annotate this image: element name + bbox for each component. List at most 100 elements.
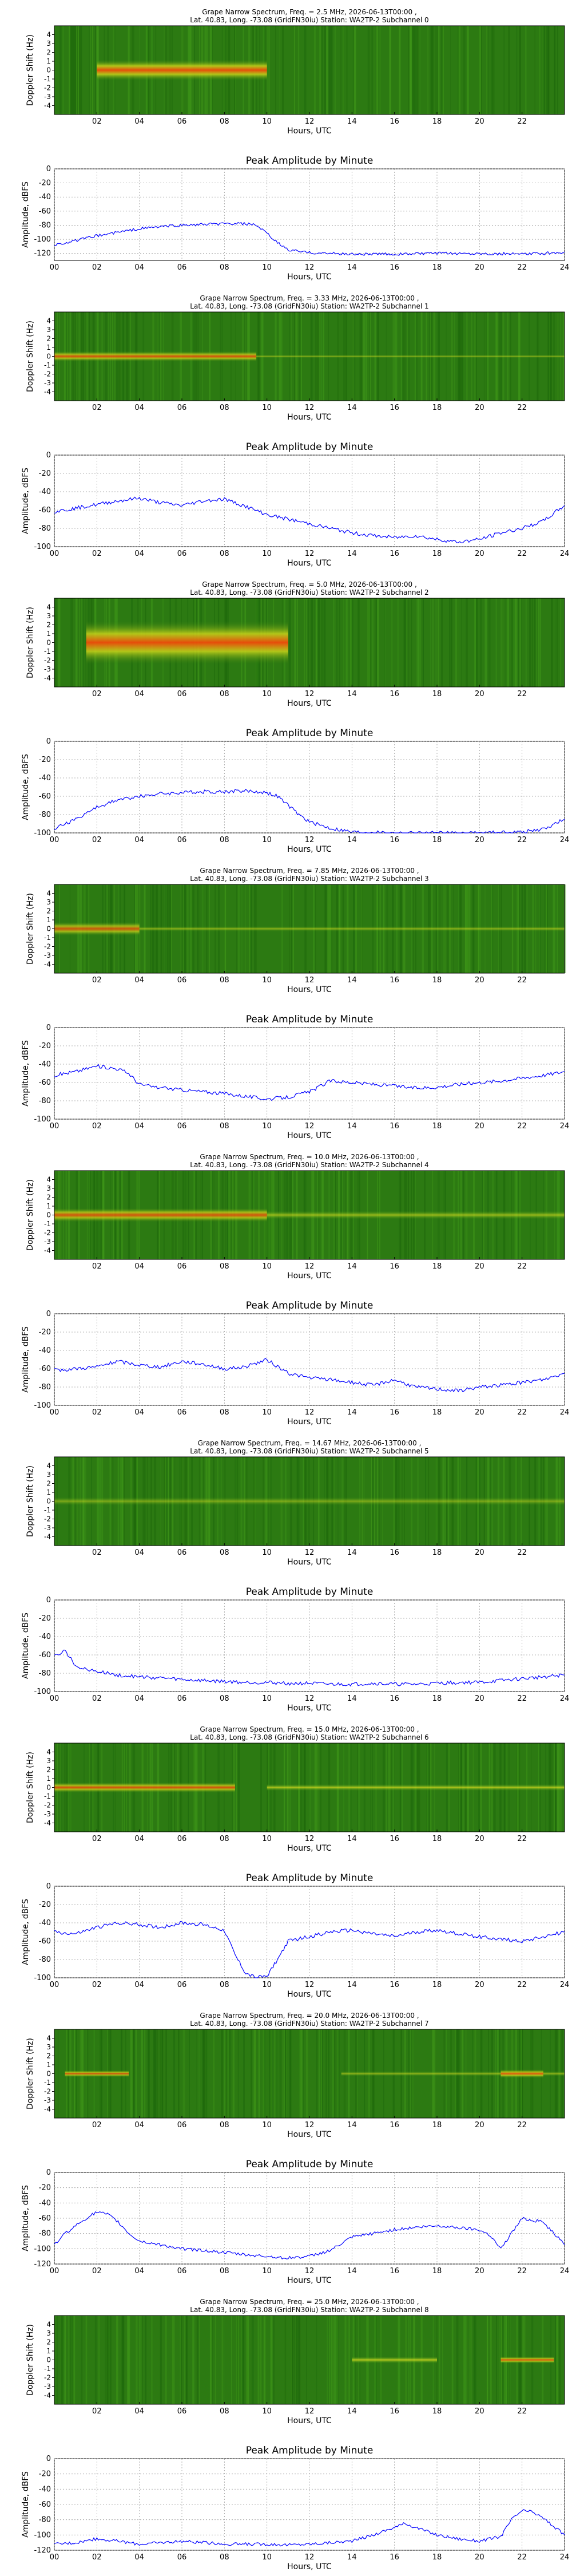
spectrogram-streak (475, 598, 478, 687)
y-tick-label: 3 (46, 326, 51, 334)
spectrogram-streak (254, 2029, 256, 2118)
spectrogram-streak (135, 2029, 137, 2118)
x-tick-label: 08 (220, 550, 229, 558)
spectrogram-streak (317, 598, 320, 687)
x-tick-label: 04 (134, 550, 144, 558)
spectrogram-streak (463, 2316, 465, 2404)
spectrogram-streak (534, 598, 536, 687)
spectrogram-streak (561, 598, 562, 687)
spectrogram-streak (458, 598, 459, 687)
x-tick-label: 08 (220, 117, 229, 126)
x-tick-label: 06 (177, 263, 187, 272)
x-tick-label: 16 (390, 117, 399, 126)
y-tick-label: 1 (46, 57, 51, 65)
spectrogram-streak (304, 598, 305, 687)
y-tick-label: 4 (46, 1748, 51, 1756)
spectrogram-streak (243, 2029, 245, 2118)
spectrogram-streak (72, 598, 73, 687)
spectrogram-streak (237, 2029, 239, 2118)
spectrogram-streak (90, 26, 93, 114)
spectrogram-streak (441, 26, 443, 114)
x-tick-label: 08 (220, 836, 229, 844)
spectrogram-streak (319, 26, 320, 114)
spectrogram-streak (85, 2316, 88, 2404)
spectrogram-streak (319, 2029, 320, 2118)
y-tick-label: -60 (39, 1651, 51, 1660)
spectrogram-streak (251, 2029, 252, 2118)
spectrogram-streak (418, 26, 420, 114)
spectrogram-streak (94, 2316, 97, 2404)
x-tick-label: 12 (305, 836, 315, 844)
x-tick-label: 08 (220, 404, 229, 412)
y-tick-label: -60 (39, 1078, 51, 1087)
y-tick-label: -1 (44, 2365, 51, 2373)
spectrogram-streak (306, 598, 307, 687)
spectrogram-streak (293, 2316, 295, 2404)
spectrogram-streak (538, 598, 539, 687)
spectrogram-streak (209, 2316, 212, 2404)
y-tick-label: 2 (46, 907, 51, 915)
y-tick-label: 4 (46, 31, 51, 39)
x-tick-label: 12 (305, 1548, 315, 1557)
spectrogram-streak (512, 598, 514, 687)
spectrogram-streak (282, 2029, 284, 2118)
spectrogram-streak (328, 2029, 329, 2118)
x-tick-label: 14 (347, 1981, 357, 1989)
x-tick-label: 02 (92, 263, 102, 272)
spectrogram-streak (59, 26, 62, 114)
channel-panel-1: Grape Narrow Spectrum, Freq. = 3.33 MHz,… (21, 294, 569, 568)
spectrogram-streak (171, 2316, 174, 2404)
spectrogram-streak (291, 2316, 293, 2404)
x-tick-label: 14 (347, 2407, 357, 2416)
y-tick-label: 3 (46, 1757, 51, 1765)
spectrogram-streak (238, 2316, 239, 2404)
spectrogram-streak (181, 2316, 182, 2404)
y-tick-label: -1 (44, 647, 51, 655)
x-tick-label: 16 (390, 263, 399, 272)
spectrogram-streak (91, 26, 93, 114)
x-tick-label: 22 (517, 1408, 527, 1417)
spectrogram-streak (236, 2316, 239, 2404)
x-tick-label: 18 (432, 2121, 442, 2129)
x-tick-label: 20 (475, 1408, 484, 1417)
spectrogram-subtitle: Lat. 40.83, Long. -73.08 (GridFN30iu) St… (190, 588, 428, 596)
spectrogram-streak (399, 26, 401, 114)
x-tick-label: 12 (305, 690, 315, 698)
spectrogram-ridge (54, 922, 140, 936)
x-tick-label: 18 (432, 1408, 442, 1417)
spectrogram-streak (554, 26, 555, 114)
y-tick-label: -40 (39, 1346, 51, 1355)
x-tick-label: 10 (262, 263, 272, 272)
spectrogram-streak (92, 26, 93, 114)
spectrogram-streak (376, 26, 378, 114)
spectrogram-streak (507, 598, 509, 687)
spectrogram-streak (432, 598, 434, 687)
x-tick-label: 10 (262, 1835, 272, 1843)
spectrogram-streak (330, 26, 333, 114)
x-tick-label: 18 (432, 2553, 442, 2562)
y-tick-label: -60 (39, 792, 51, 801)
x-tick-label: 16 (390, 690, 399, 698)
x-tick-label: 00 (50, 2553, 59, 2562)
x-axis-label: Hours, UTC (287, 1704, 332, 1713)
y-tick-label: 2 (46, 2052, 51, 2060)
x-tick-label: 14 (347, 1122, 357, 1131)
y-tick-label: -4 (44, 102, 51, 110)
y-tick-label: -3 (44, 93, 51, 101)
x-tick-label: 12 (305, 2553, 315, 2562)
spectrogram-streak (273, 2316, 275, 2404)
spectrogram-streak (165, 2029, 167, 2118)
y-tick-label: -20 (39, 1901, 51, 1909)
y-tick-label: -80 (39, 221, 51, 230)
spectrogram-streak (430, 598, 431, 687)
y-tick-label: 1 (46, 2347, 51, 2355)
spectrogram-streak (525, 26, 527, 114)
spectrogram-streak (551, 598, 553, 687)
spectrogram-streak (466, 598, 468, 687)
y-tick-label: -1 (44, 1506, 51, 1514)
y-axis-label: Amplitude, dBFS (21, 468, 30, 534)
spectrogram-title: Grape Narrow Spectrum, Freq. = 14.67 MHz… (198, 1439, 422, 1447)
y-tick-label: -20 (39, 179, 51, 188)
x-tick-label: 08 (220, 263, 229, 272)
y-tick-label: 0 (46, 66, 51, 74)
